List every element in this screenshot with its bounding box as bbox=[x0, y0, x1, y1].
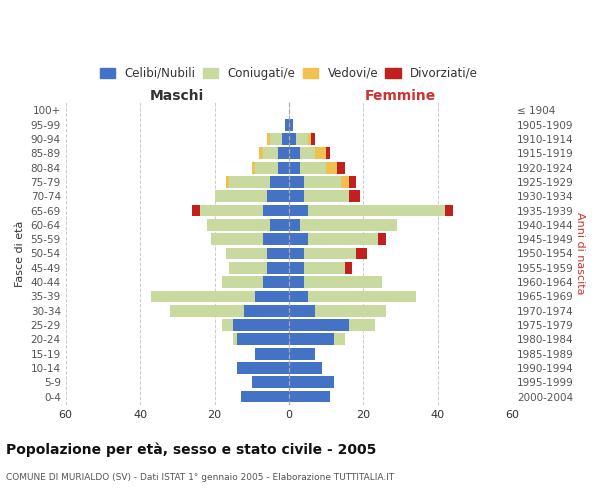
Bar bbox=[345, 262, 352, 274]
Bar bbox=[289, 348, 315, 360]
Bar bbox=[289, 376, 334, 388]
Bar bbox=[289, 362, 322, 374]
Bar bbox=[233, 334, 237, 345]
Bar bbox=[266, 248, 289, 260]
Bar bbox=[289, 276, 304, 288]
Text: Popolazione per età, sesso e stato civile - 2005: Popolazione per età, sesso e stato civil… bbox=[6, 442, 376, 457]
Bar bbox=[226, 176, 229, 188]
Bar bbox=[315, 305, 386, 316]
Bar bbox=[252, 162, 256, 173]
Bar bbox=[337, 162, 345, 173]
Bar bbox=[304, 190, 349, 202]
Bar bbox=[222, 276, 263, 288]
Bar bbox=[278, 162, 289, 173]
Bar bbox=[289, 262, 304, 274]
Bar bbox=[304, 262, 345, 274]
Bar bbox=[304, 176, 341, 188]
Bar bbox=[289, 219, 300, 230]
Bar bbox=[311, 133, 315, 145]
Bar bbox=[289, 290, 308, 302]
Bar bbox=[259, 148, 263, 159]
Bar bbox=[315, 148, 326, 159]
Bar bbox=[289, 390, 330, 402]
Bar bbox=[289, 319, 349, 331]
Bar bbox=[349, 190, 359, 202]
Bar bbox=[304, 276, 382, 288]
Bar bbox=[326, 148, 330, 159]
Bar bbox=[170, 305, 244, 316]
Bar bbox=[289, 176, 304, 188]
Bar bbox=[296, 133, 308, 145]
Bar bbox=[300, 148, 315, 159]
Bar bbox=[289, 190, 304, 202]
Bar bbox=[308, 290, 416, 302]
Bar bbox=[237, 334, 289, 345]
Bar bbox=[200, 204, 263, 216]
Bar bbox=[349, 319, 374, 331]
Bar bbox=[289, 204, 308, 216]
Bar bbox=[256, 290, 289, 302]
Bar bbox=[266, 262, 289, 274]
Bar bbox=[304, 248, 356, 260]
Bar bbox=[289, 162, 300, 173]
Legend: Celibi/Nubili, Coniugati/e, Vedovi/e, Divorziati/e: Celibi/Nubili, Coniugati/e, Vedovi/e, Di… bbox=[95, 62, 482, 84]
Bar bbox=[308, 204, 445, 216]
Bar bbox=[256, 162, 278, 173]
Bar bbox=[237, 362, 289, 374]
Bar bbox=[356, 248, 367, 260]
Bar bbox=[289, 334, 334, 345]
Bar bbox=[263, 234, 289, 245]
Bar bbox=[289, 119, 293, 130]
Bar bbox=[266, 190, 289, 202]
Bar bbox=[151, 290, 256, 302]
Bar bbox=[349, 176, 356, 188]
Bar bbox=[289, 234, 308, 245]
Bar bbox=[192, 204, 200, 216]
Bar bbox=[300, 162, 326, 173]
Y-axis label: Anni di nascita: Anni di nascita bbox=[575, 212, 585, 294]
Bar bbox=[289, 305, 315, 316]
Bar bbox=[289, 133, 296, 145]
Bar bbox=[445, 204, 453, 216]
Bar bbox=[308, 234, 378, 245]
Bar bbox=[229, 262, 266, 274]
Bar bbox=[241, 390, 289, 402]
Bar bbox=[226, 248, 266, 260]
Bar bbox=[222, 319, 233, 331]
Bar bbox=[289, 248, 304, 260]
Text: Maschi: Maschi bbox=[150, 90, 205, 104]
Bar bbox=[263, 148, 278, 159]
Bar bbox=[308, 133, 311, 145]
Bar bbox=[233, 319, 289, 331]
Bar bbox=[229, 176, 271, 188]
Bar bbox=[215, 190, 266, 202]
Bar bbox=[334, 334, 345, 345]
Text: Femmine: Femmine bbox=[365, 90, 436, 104]
Bar bbox=[207, 219, 271, 230]
Bar bbox=[271, 133, 281, 145]
Bar bbox=[278, 148, 289, 159]
Bar bbox=[289, 148, 300, 159]
Text: COMUNE DI MURIALDO (SV) - Dati ISTAT 1° gennaio 2005 - Elaborazione TUTTITALIA.I: COMUNE DI MURIALDO (SV) - Dati ISTAT 1° … bbox=[6, 472, 394, 482]
Bar bbox=[326, 162, 337, 173]
Bar bbox=[256, 348, 289, 360]
Bar bbox=[271, 176, 289, 188]
Bar bbox=[211, 234, 263, 245]
Bar bbox=[271, 219, 289, 230]
Bar bbox=[285, 119, 289, 130]
Bar bbox=[300, 219, 397, 230]
Bar bbox=[266, 133, 271, 145]
Bar bbox=[281, 133, 289, 145]
Bar bbox=[341, 176, 349, 188]
Y-axis label: Fasce di età: Fasce di età bbox=[15, 220, 25, 286]
Bar bbox=[263, 276, 289, 288]
Bar bbox=[252, 376, 289, 388]
Bar bbox=[263, 204, 289, 216]
Bar bbox=[378, 234, 386, 245]
Bar bbox=[244, 305, 289, 316]
